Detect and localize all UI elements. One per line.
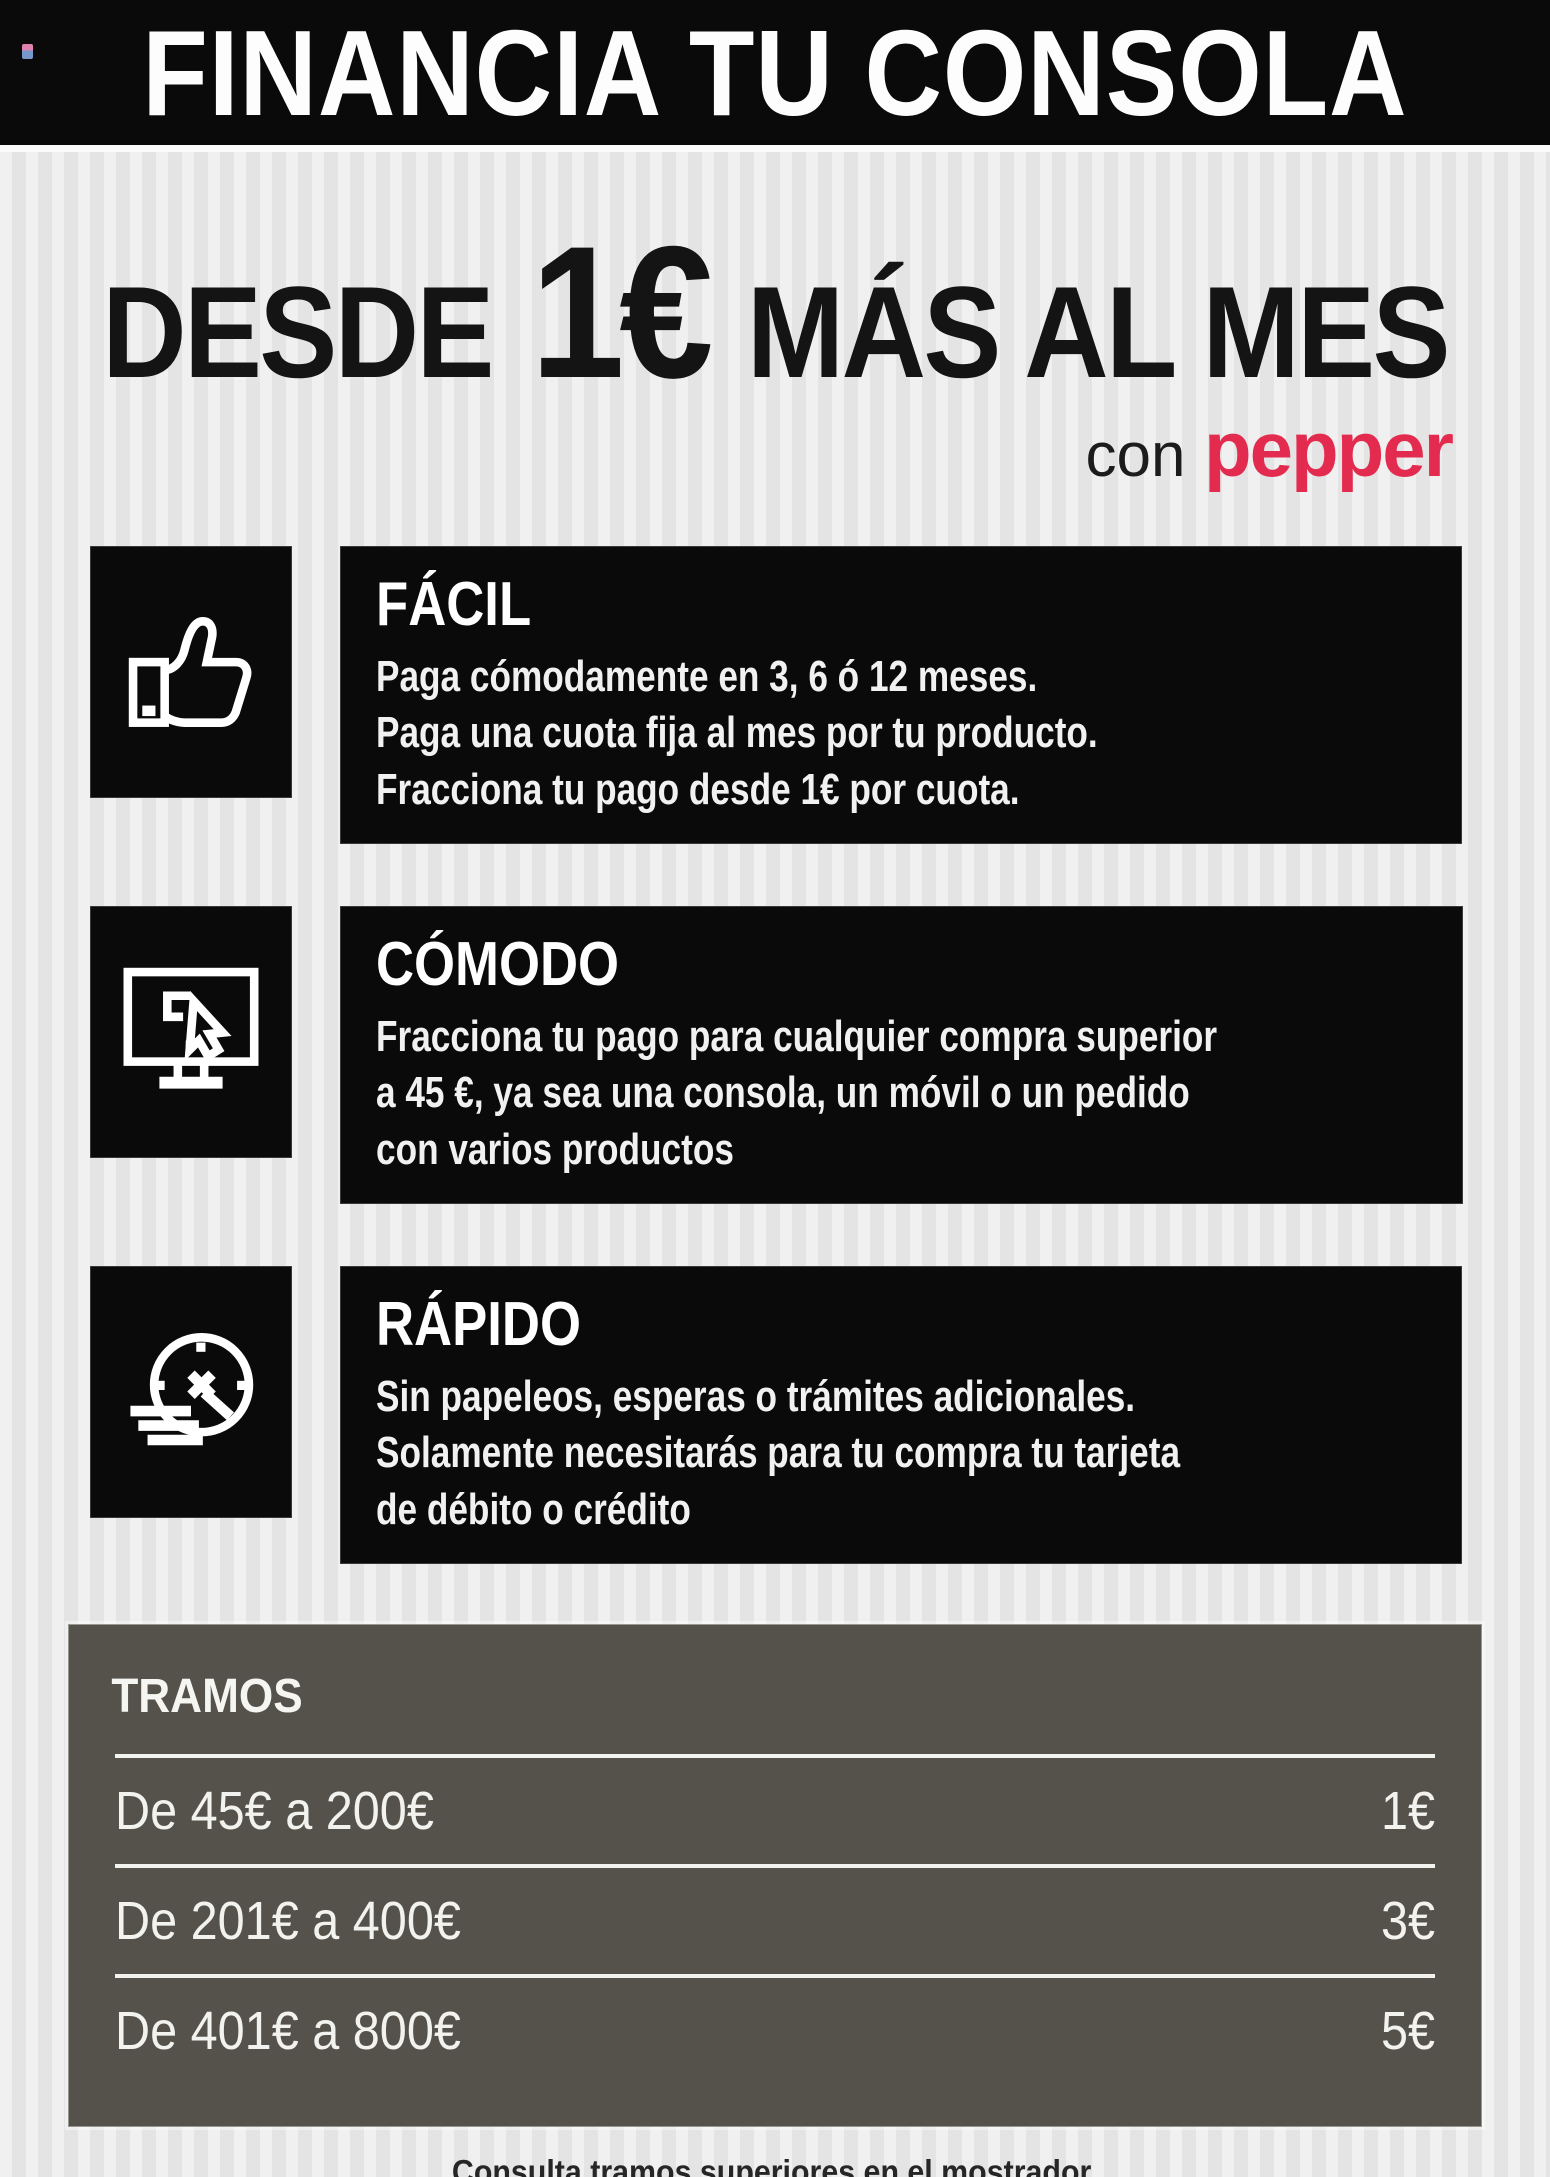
- tramos-table: TRAMOS De 45€ a 200€ 1€ De 201€ a 400€ 3…: [68, 1624, 1482, 2128]
- table-row: De 45€ a 200€ 1€: [69, 1758, 1481, 1864]
- feature-text-tile: RÁPIDO Sin papeleos, esperas o trámites …: [340, 1266, 1462, 1565]
- table-divider: [115, 1864, 1435, 1869]
- scan-artifact: [22, 44, 33, 59]
- feature-text-tile: CÓMODO Fracciona tu pago para cualquier …: [340, 906, 1464, 1205]
- feature-text-line: Sin papeleos, esperas o trámites adicion…: [376, 1372, 1136, 1422]
- feature-text-line: Fracciona tu pago para cualquier compra …: [376, 1012, 1218, 1062]
- feature-rapido: RÁPIDO Sin papeleos, esperas o trámites …: [90, 1266, 1462, 1565]
- tramo-range: De 45€ a 200€: [115, 1781, 434, 1842]
- tramo-fee: 5€: [1380, 2001, 1435, 2062]
- tramo-fee: 3€: [1380, 1891, 1435, 1952]
- feature-title: FÁCIL: [376, 570, 532, 639]
- stopwatch-icon: [112, 1311, 270, 1474]
- features-section: FÁCIL Paga cómodamente en 3, 6 ó 12 mese…: [90, 546, 1464, 1565]
- tramo-fee: 1€: [1380, 1781, 1435, 1842]
- tramo-range: De 401€ a 800€: [115, 2001, 461, 2062]
- feature-text-line: Paga cómodamente en 3, 6 ó 12 meses.: [376, 652, 1038, 702]
- monitor-cursor-icon: [112, 951, 270, 1114]
- hero-suffix: MÁS AL MES: [716, 259, 1451, 405]
- page-title: FINANCIA TU CONSOLA: [142, 4, 1408, 141]
- table-divider: [115, 1754, 1435, 1759]
- feature-text-line: con varios productos: [376, 1124, 734, 1174]
- tramo-range: De 201€ a 400€: [115, 1891, 461, 1952]
- feature-icon-tile: [90, 1266, 292, 1519]
- tramos-footnote: Consulta tramos superiores en el mostrad…: [451, 2153, 1099, 2177]
- hero-subline: con pepper: [0, 410, 1550, 488]
- hero-con-label: con: [1085, 421, 1186, 490]
- header-divider: [0, 145, 1550, 152]
- hero-section: DESDE 1€ MÁS AL MES con pepper: [0, 218, 1550, 488]
- feature-text-line: Paga una cuota fija al mes por tu produc…: [376, 708, 1098, 758]
- feature-comodo: CÓMODO Fracciona tu pago para cualquier …: [90, 906, 1464, 1205]
- feature-title: RÁPIDO: [376, 1290, 581, 1360]
- tramos-title: TRAMOS: [111, 1670, 303, 1724]
- feature-text-line: Solamente necesitarás para tu compra tu …: [376, 1428, 1181, 1478]
- feature-title: CÓMODO: [376, 930, 619, 1000]
- pepper-brand-logo: pepper: [1203, 405, 1454, 493]
- feature-facil: FÁCIL Paga cómodamente en 3, 6 ó 12 mese…: [90, 546, 1462, 845]
- thumbs-up-icon: [112, 591, 270, 754]
- feature-text-line: a 45 €, ya sea una consola, un móvil o u…: [376, 1068, 1190, 1118]
- feature-text-tile: FÁCIL Paga cómodamente en 3, 6 ó 12 mese…: [340, 546, 1462, 845]
- table-row: De 401€ a 800€ 5€: [69, 1978, 1481, 2084]
- feature-text-line: Fracciona tu pago desde 1€ por cuota.: [376, 764, 1020, 814]
- header-banner: FINANCIA TU CONSOLA: [0, 0, 1550, 145]
- hero-prefix: DESDE: [102, 259, 522, 405]
- hero-headline: DESDE 1€ MÁS AL MES: [78, 218, 1473, 406]
- feature-text-line: de débito o crédito: [376, 1484, 691, 1534]
- table-divider: [115, 1974, 1435, 1979]
- hero-amount: 1€: [530, 207, 714, 417]
- feature-icon-tile: [90, 906, 292, 1159]
- feature-icon-tile: [90, 546, 292, 798]
- table-row: De 201€ a 400€ 3€: [69, 1868, 1481, 1974]
